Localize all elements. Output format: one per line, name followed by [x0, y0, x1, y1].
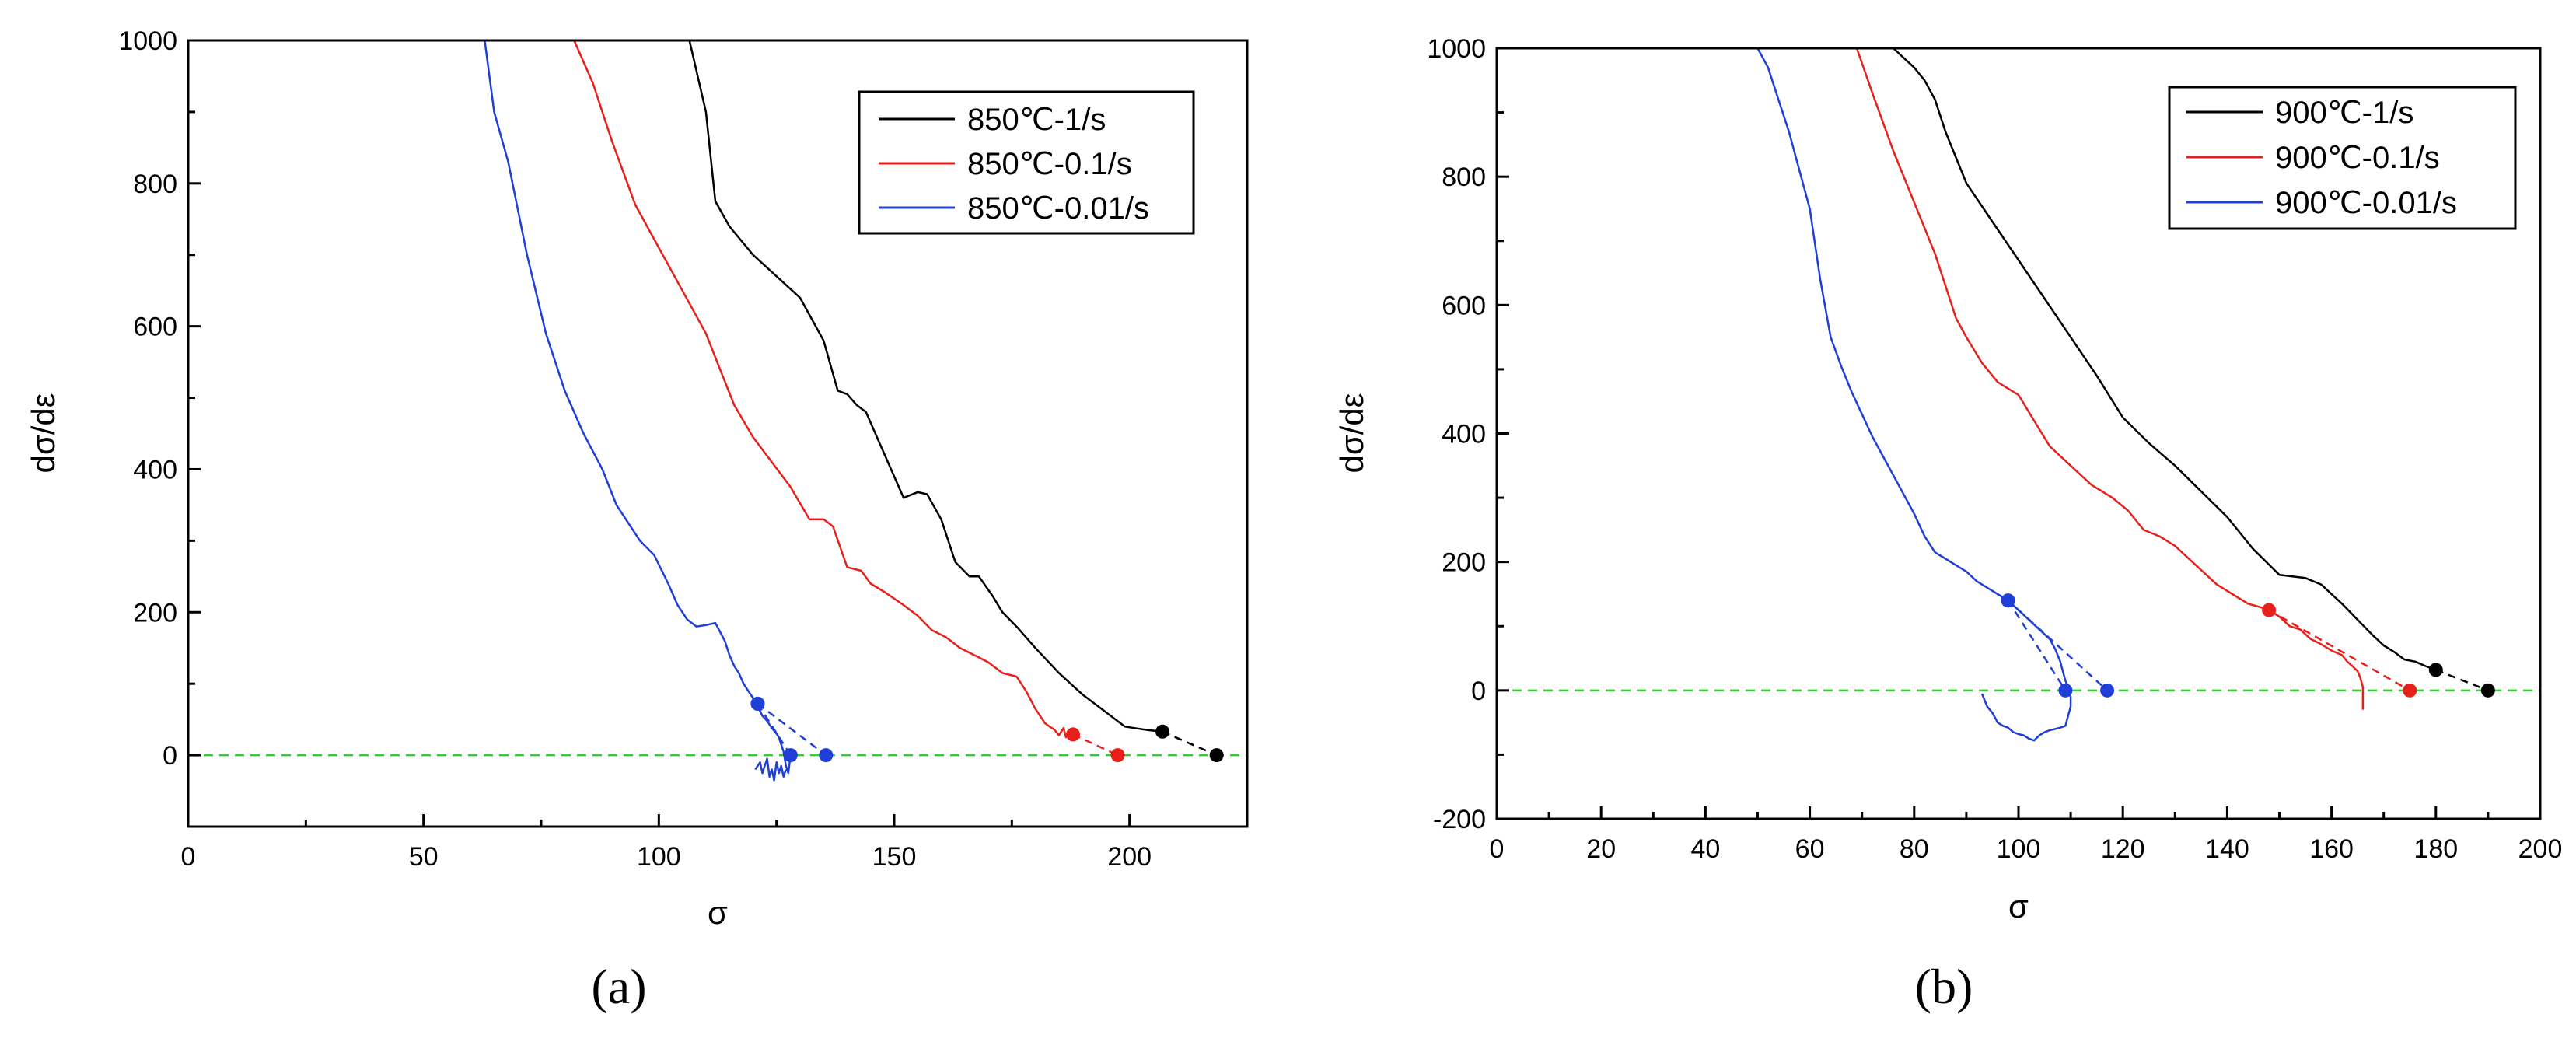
x-tick-label-b: 200 [2518, 834, 2563, 864]
series-line-b-2 [2268, 609, 2365, 710]
series-line-b-4 [1980, 600, 2072, 742]
y-tick-label-b: 400 [1442, 420, 1486, 449]
series-line-a-0 [688, 40, 1163, 733]
x-tick-label-a: 200 [1107, 842, 1152, 872]
inflection-point-b-1 [2262, 603, 2277, 617]
series-line-b-1 [1855, 47, 2270, 611]
y-tick-label-a: 0 [163, 741, 177, 771]
legend-label-a-2: 850℃-0.01/s [967, 191, 1149, 226]
series-line-b-0 [1893, 47, 2437, 671]
intercept-point-b-1 [2403, 683, 2417, 698]
inflection-point-a-3 [750, 696, 765, 711]
intercept-point-a-2 [819, 748, 834, 763]
intercept-point-b-2 [2100, 683, 2115, 698]
legend-label-a-1: 850℃-0.1/s [967, 147, 1132, 181]
x-tick-label-a: 100 [637, 842, 681, 872]
legend-label-a-0: 850℃-1/s [967, 103, 1106, 137]
x-tick-label-b: 60 [1795, 834, 1825, 864]
y-tick-label-b: 200 [1442, 548, 1486, 578]
extrapolation-line-b-3 [2007, 600, 2067, 691]
y-tick-label-a: 400 [133, 455, 177, 484]
extrapolation-line-a-2 [757, 702, 827, 757]
panel-label-a: (a) [591, 959, 646, 1014]
x-tick-label-a: 0 [181, 842, 196, 872]
x-tick-label-b: 20 [1586, 834, 1616, 864]
extrapolation-line-a-1 [1072, 733, 1119, 757]
plot-frame-a [187, 39, 1249, 828]
x-tick-label-b: 80 [1900, 834, 1929, 864]
x-tick-label-a: 150 [872, 842, 917, 872]
intercept-point-a-0 [1209, 748, 1224, 763]
extrapolation-line-a-0 [1162, 730, 1218, 757]
y-tick-label-b: -200 [1433, 805, 1486, 834]
panel-label-b: (b) [1915, 959, 1973, 1014]
x-axis-title-b: σ [2008, 888, 2029, 925]
intercept-point-b-0 [2480, 683, 2495, 698]
series-layer-b [1497, 47, 2540, 742]
inflection-point-b-3 [2001, 593, 2015, 608]
x-tick-label-b: 0 [1490, 834, 1505, 864]
chart-panel-a: 0 50 100 150 200 0 200 400 600 800 1000 σ dσ/dε 85… [25, 26, 1249, 1014]
extrapolation-line-b-1 [2268, 609, 2410, 691]
y-tick-label-a: 1000 [118, 26, 177, 56]
y-tick-label-a: 200 [133, 598, 177, 628]
x-tick-label-b: 180 [2413, 834, 2458, 864]
inflection-point-a-1 [1066, 727, 1081, 742]
extrapolation-line-b-0 [2435, 669, 2489, 691]
inflection-point-a-0 [1155, 724, 1170, 739]
y-tick-label-b: 1000 [1427, 34, 1486, 64]
axis-ticks-a: 0 50 100 150 200 0 200 400 600 800 1000 [118, 26, 1249, 872]
series-line-a-2 [484, 40, 759, 705]
intercept-point-a-3 [783, 748, 798, 763]
series-line-a-1 [573, 40, 1071, 739]
extrapolation-line-a-3 [757, 703, 792, 756]
y-tick-label-b: 0 [1471, 677, 1486, 706]
chart-panel-b: 0 20 40 60 80 100 120 140 160 180 200-200020040060… [1333, 34, 2562, 1014]
legend-label-b-0: 900℃-1/s [2275, 96, 2413, 130]
x-tick-label-b: 160 [2309, 834, 2354, 864]
x-tick-label-a: 50 [409, 842, 439, 872]
intercept-point-b-3 [2058, 683, 2073, 698]
x-tick-label-b: 140 [2205, 834, 2249, 864]
legend-label-b-2: 900℃-0.01/s [2275, 186, 2457, 220]
intercept-point-a-1 [1110, 748, 1125, 763]
series-line-a-4 [754, 757, 787, 782]
y-tick-label-b: 800 [1442, 163, 1486, 192]
x-tick-label-b: 120 [2101, 834, 2145, 864]
series-layer-a [188, 40, 1247, 782]
axis-ticks-b: 0 20 40 60 80 100 120 140 160 180 200-200020040060… [1427, 34, 2562, 864]
legend-a: 850℃-1/s 850℃-0.1/s 850℃-0.01/s [858, 90, 1195, 235]
y-axis-title-b: dσ/dε [1333, 393, 1370, 473]
x-axis-title-a: σ [708, 894, 728, 931]
legend-b: 900℃-1/s 900℃-0.1/s 900℃-0.01/s [2168, 86, 2517, 230]
y-axis-title-a: dσ/dε [25, 393, 61, 473]
y-tick-label-a: 600 [133, 313, 177, 342]
legend-label-b-1: 900℃-0.1/s [2275, 141, 2440, 175]
inflection-point-b-0 [2428, 663, 2443, 677]
x-tick-label-b: 100 [1997, 834, 2041, 864]
y-tick-label-b: 600 [1442, 291, 1486, 320]
y-tick-label-a: 800 [133, 170, 177, 199]
x-tick-label-b: 40 [1690, 834, 1720, 864]
extrapolation-line-b-2 [2007, 600, 2108, 691]
series-line-b-3 [1756, 47, 2009, 602]
